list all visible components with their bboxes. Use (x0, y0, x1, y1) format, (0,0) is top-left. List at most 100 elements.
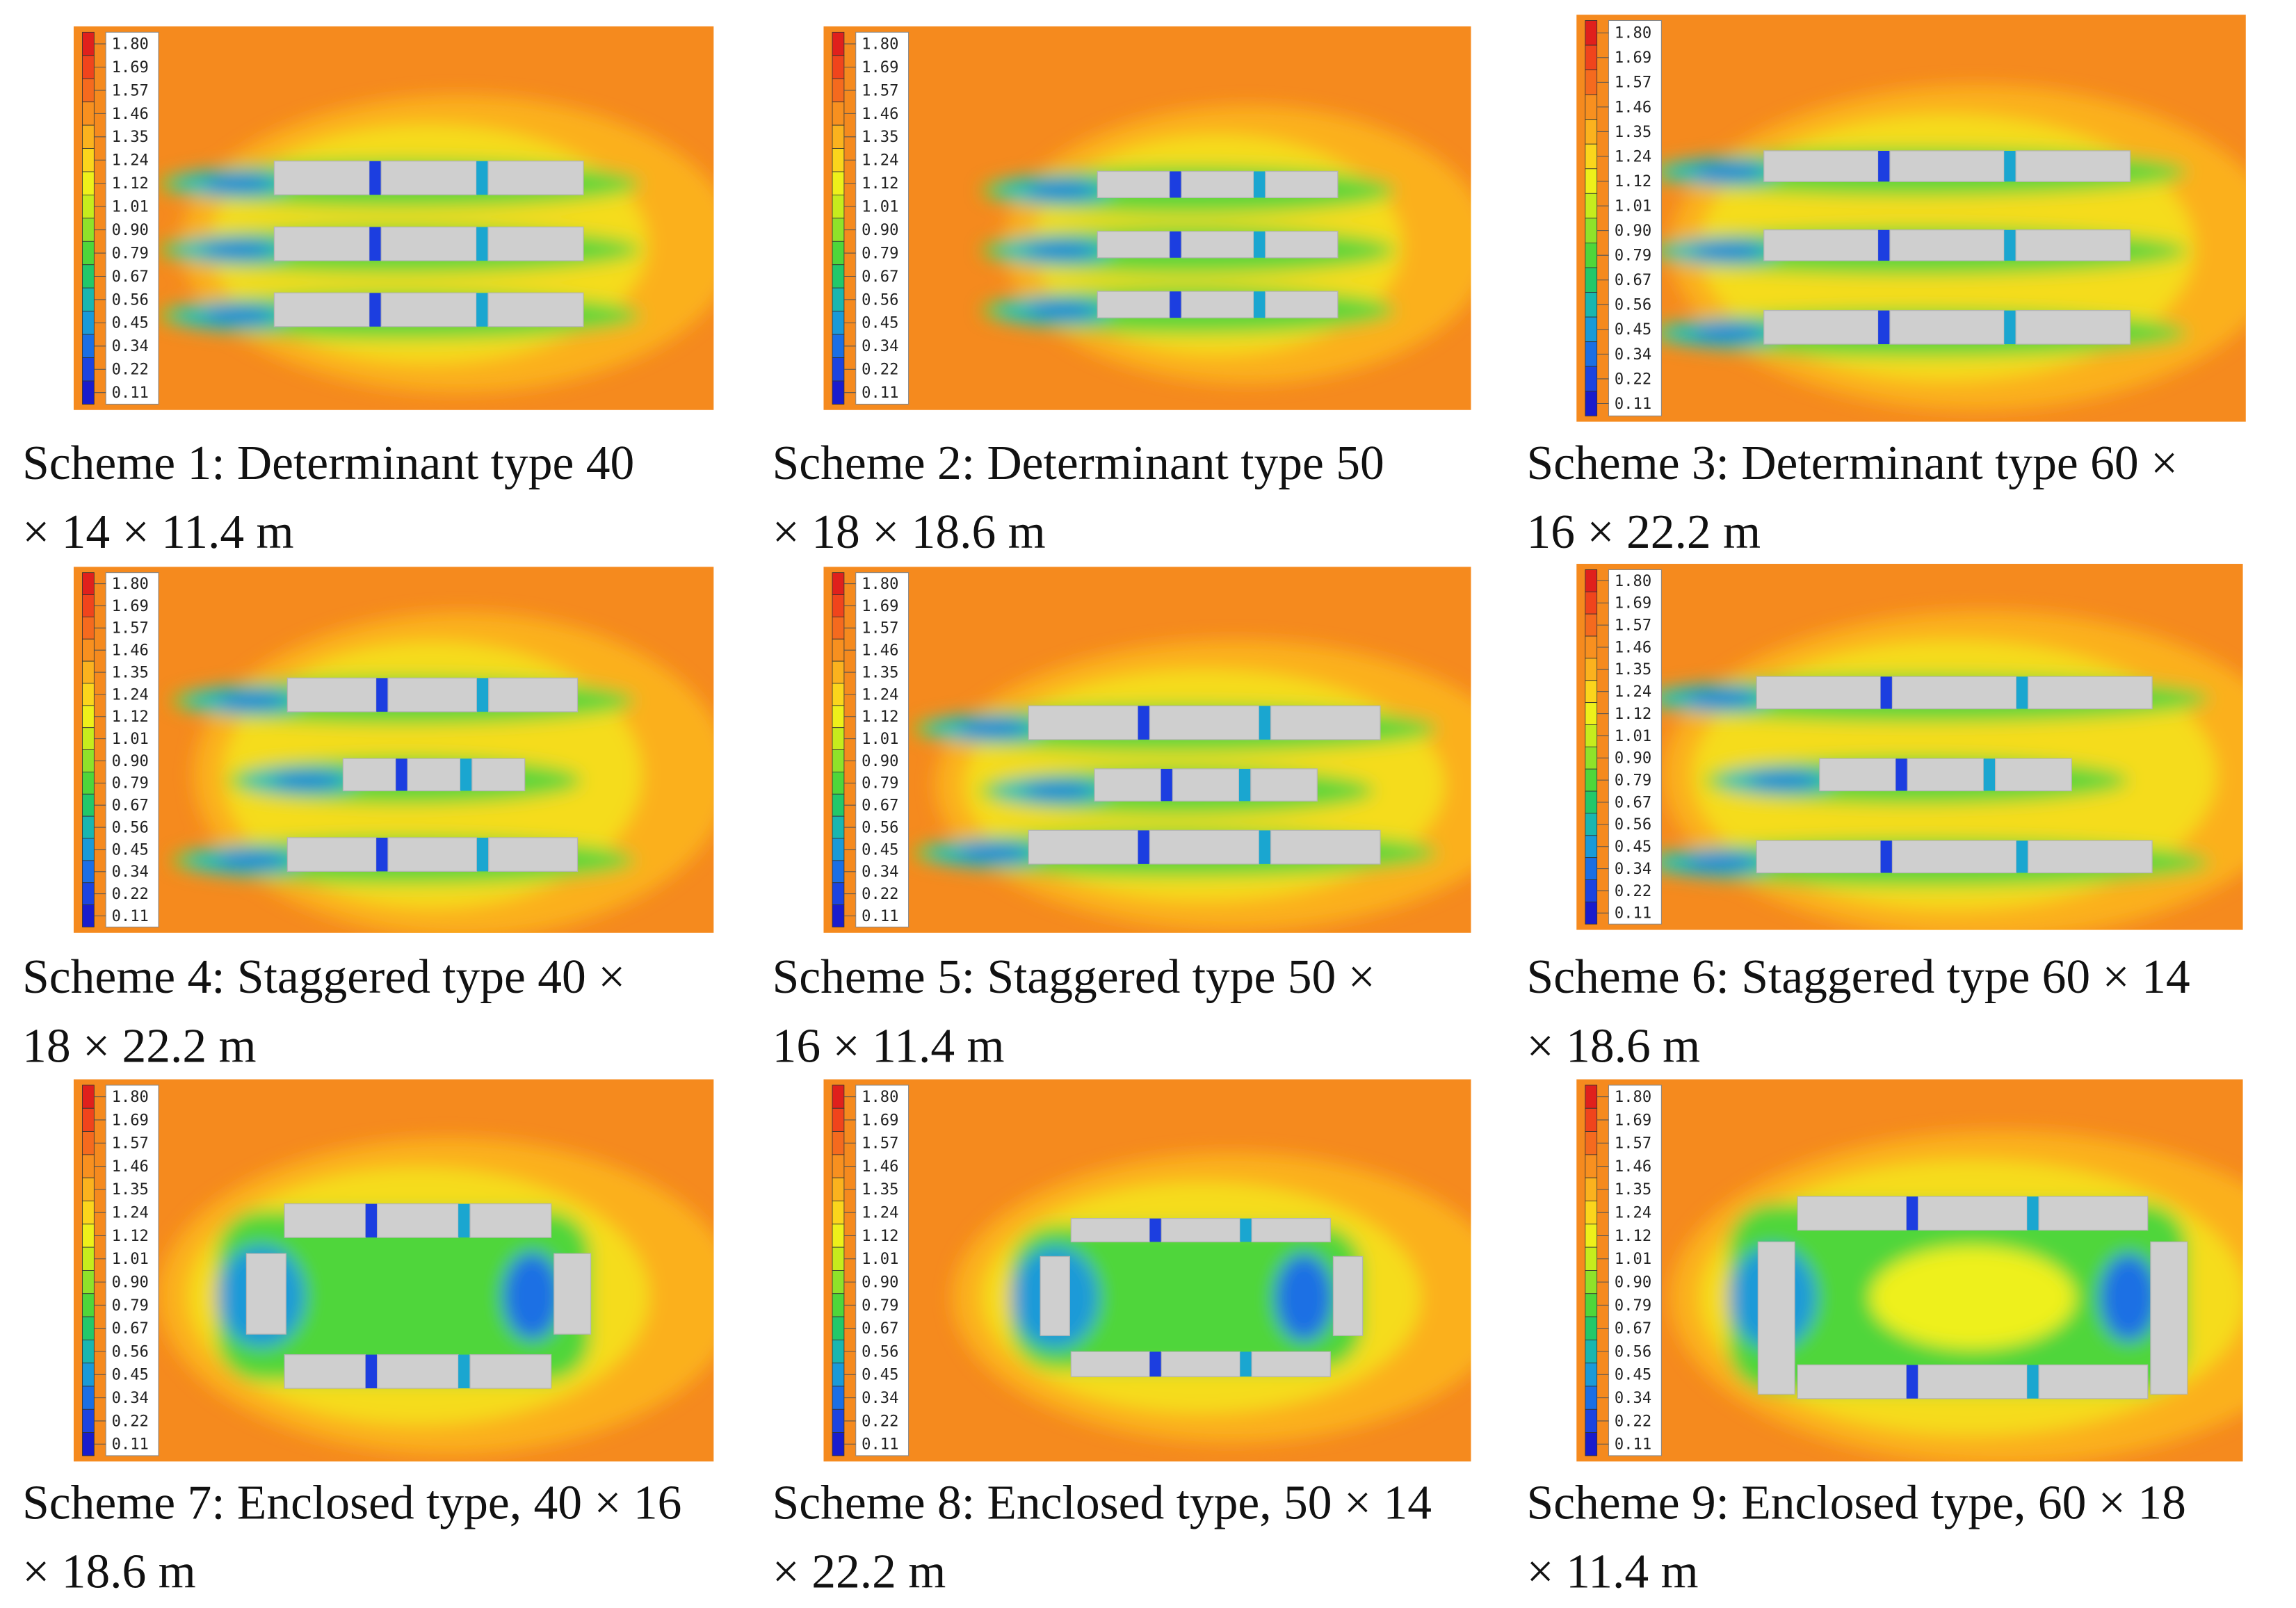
legend-label: 1.57 (862, 81, 898, 99)
legend: 1.80 1.69 1.57 1.46 1.35 1.24 1.12 1.01 0.90 0.79… (82, 1085, 159, 1456)
legend-swatch (82, 287, 95, 312)
wake-blue (1692, 164, 1765, 180)
panel: 1.80 1.69 1.57 1.46 1.35 1.24 1.12 1.01 0.90 0.79… (22, 567, 714, 1073)
buildings (286, 677, 579, 872)
legend-label: 1.57 (112, 1135, 149, 1153)
building (469, 1354, 552, 1389)
legend-swatch (832, 1386, 845, 1410)
legend-label: 0.34 (1615, 346, 1651, 364)
legend-swatch (1585, 316, 1598, 343)
building (1251, 1218, 1331, 1242)
legend-label: 0.56 (112, 1342, 149, 1361)
field (952, 1152, 1471, 1443)
gap-flow (476, 293, 488, 327)
legend-swatch (832, 1154, 845, 1178)
legend-swatch (832, 904, 845, 927)
legend-label: 0.79 (862, 774, 898, 793)
legend-label: 1.80 (112, 1088, 149, 1106)
caption: Scheme 2: Determinant type 50 (773, 437, 1384, 490)
legend-label: 1.46 (112, 105, 149, 123)
panel: 1.80 1.69 1.57 1.46 1.35 1.24 1.12 1.01 0.90 0.79… (22, 1079, 714, 1599)
legend-label: 0.34 (1615, 1389, 1651, 1407)
wake-blue (1685, 691, 1759, 706)
caption: 18 × 22.2 m (22, 1019, 257, 1073)
legend-swatch (1585, 119, 1598, 145)
legend-label: 1.24 (1615, 147, 1651, 165)
gap-flow (476, 678, 489, 712)
legend-label: 0.56 (1615, 1342, 1651, 1361)
contour-plot (823, 1079, 1471, 1462)
legend-swatch (82, 1177, 95, 1201)
building (1995, 758, 2072, 792)
legend-swatch (832, 101, 845, 126)
legend-swatch (1585, 768, 1598, 792)
legend-swatch (832, 705, 845, 729)
legend-swatch (1585, 44, 1598, 71)
legend-swatch (82, 1293, 95, 1317)
legend-swatch (82, 357, 95, 382)
gap-flow (1259, 706, 1271, 740)
legend-label: 0.67 (112, 268, 149, 286)
legend-label: 1.69 (1615, 1111, 1651, 1129)
gap-flow (1259, 830, 1271, 864)
legend-label: 1.12 (1615, 1227, 1651, 1245)
legend-label: 1.46 (1615, 98, 1651, 116)
legend-label: 1.35 (112, 128, 149, 146)
legend-label: 1.69 (862, 1111, 898, 1129)
legend-label: 0.22 (1615, 882, 1651, 900)
legend-label: 1.57 (112, 81, 149, 99)
legend-swatch (82, 683, 95, 706)
legend-label: 1.24 (1615, 683, 1651, 701)
legend-label: 1.69 (112, 58, 149, 76)
building (2015, 309, 2131, 345)
legend-label: 1.01 (1615, 1250, 1651, 1268)
buildings (1756, 676, 2153, 874)
legend-label: 0.22 (112, 361, 149, 379)
legend-label: 1.80 (862, 35, 898, 53)
legend-swatch (82, 1085, 95, 1109)
legend-label: 0.34 (112, 1389, 149, 1407)
legend-swatch (1585, 1386, 1598, 1410)
building (487, 292, 584, 327)
legend-box (105, 31, 159, 405)
wake-blue (202, 242, 276, 257)
building (1907, 758, 1984, 792)
building (2015, 150, 2131, 182)
legend-label: 0.56 (112, 818, 149, 836)
legend: 1.80 1.69 1.57 1.46 1.35 1.24 1.12 1.01 0.90 0.79… (1585, 1085, 1662, 1456)
building (2038, 1196, 2149, 1231)
legend-label: 0.56 (1615, 296, 1651, 314)
building (1891, 676, 2017, 710)
legend-label: 1.01 (862, 730, 898, 748)
building (1763, 150, 1879, 182)
legend-label: 1.35 (1615, 123, 1651, 141)
legend-label: 0.22 (862, 885, 898, 903)
legend-swatch (82, 793, 95, 817)
gap-flow (476, 837, 489, 872)
gap-flow (1906, 1365, 1918, 1399)
legend-swatch (1585, 591, 1598, 615)
legend-swatch (832, 1131, 845, 1155)
legend-label: 0.90 (862, 752, 898, 770)
legend-box (1608, 1085, 1662, 1456)
wake-blue (957, 845, 1030, 861)
building (488, 677, 579, 713)
legend-label: 1.69 (862, 58, 898, 76)
wake-blue (1026, 243, 1099, 258)
legend-label: 1.69 (112, 1111, 149, 1129)
legend-label: 1.46 (112, 642, 149, 660)
legend-label: 1.69 (1615, 594, 1651, 612)
legend-swatch (82, 1316, 95, 1340)
court-green (217, 1211, 591, 1381)
legend-label: 0.22 (112, 1412, 149, 1430)
building (380, 161, 477, 195)
legend-label: 0.45 (1615, 1366, 1651, 1384)
legend-label: 0.90 (112, 1273, 149, 1291)
legend-swatch (82, 771, 95, 795)
legend-swatch (1585, 267, 1598, 293)
legend-label: 0.90 (862, 221, 898, 239)
legend-swatch (832, 1224, 845, 1248)
gap-flow (1983, 758, 1996, 791)
legend-label: 0.67 (112, 1319, 149, 1338)
building (1181, 170, 1254, 199)
